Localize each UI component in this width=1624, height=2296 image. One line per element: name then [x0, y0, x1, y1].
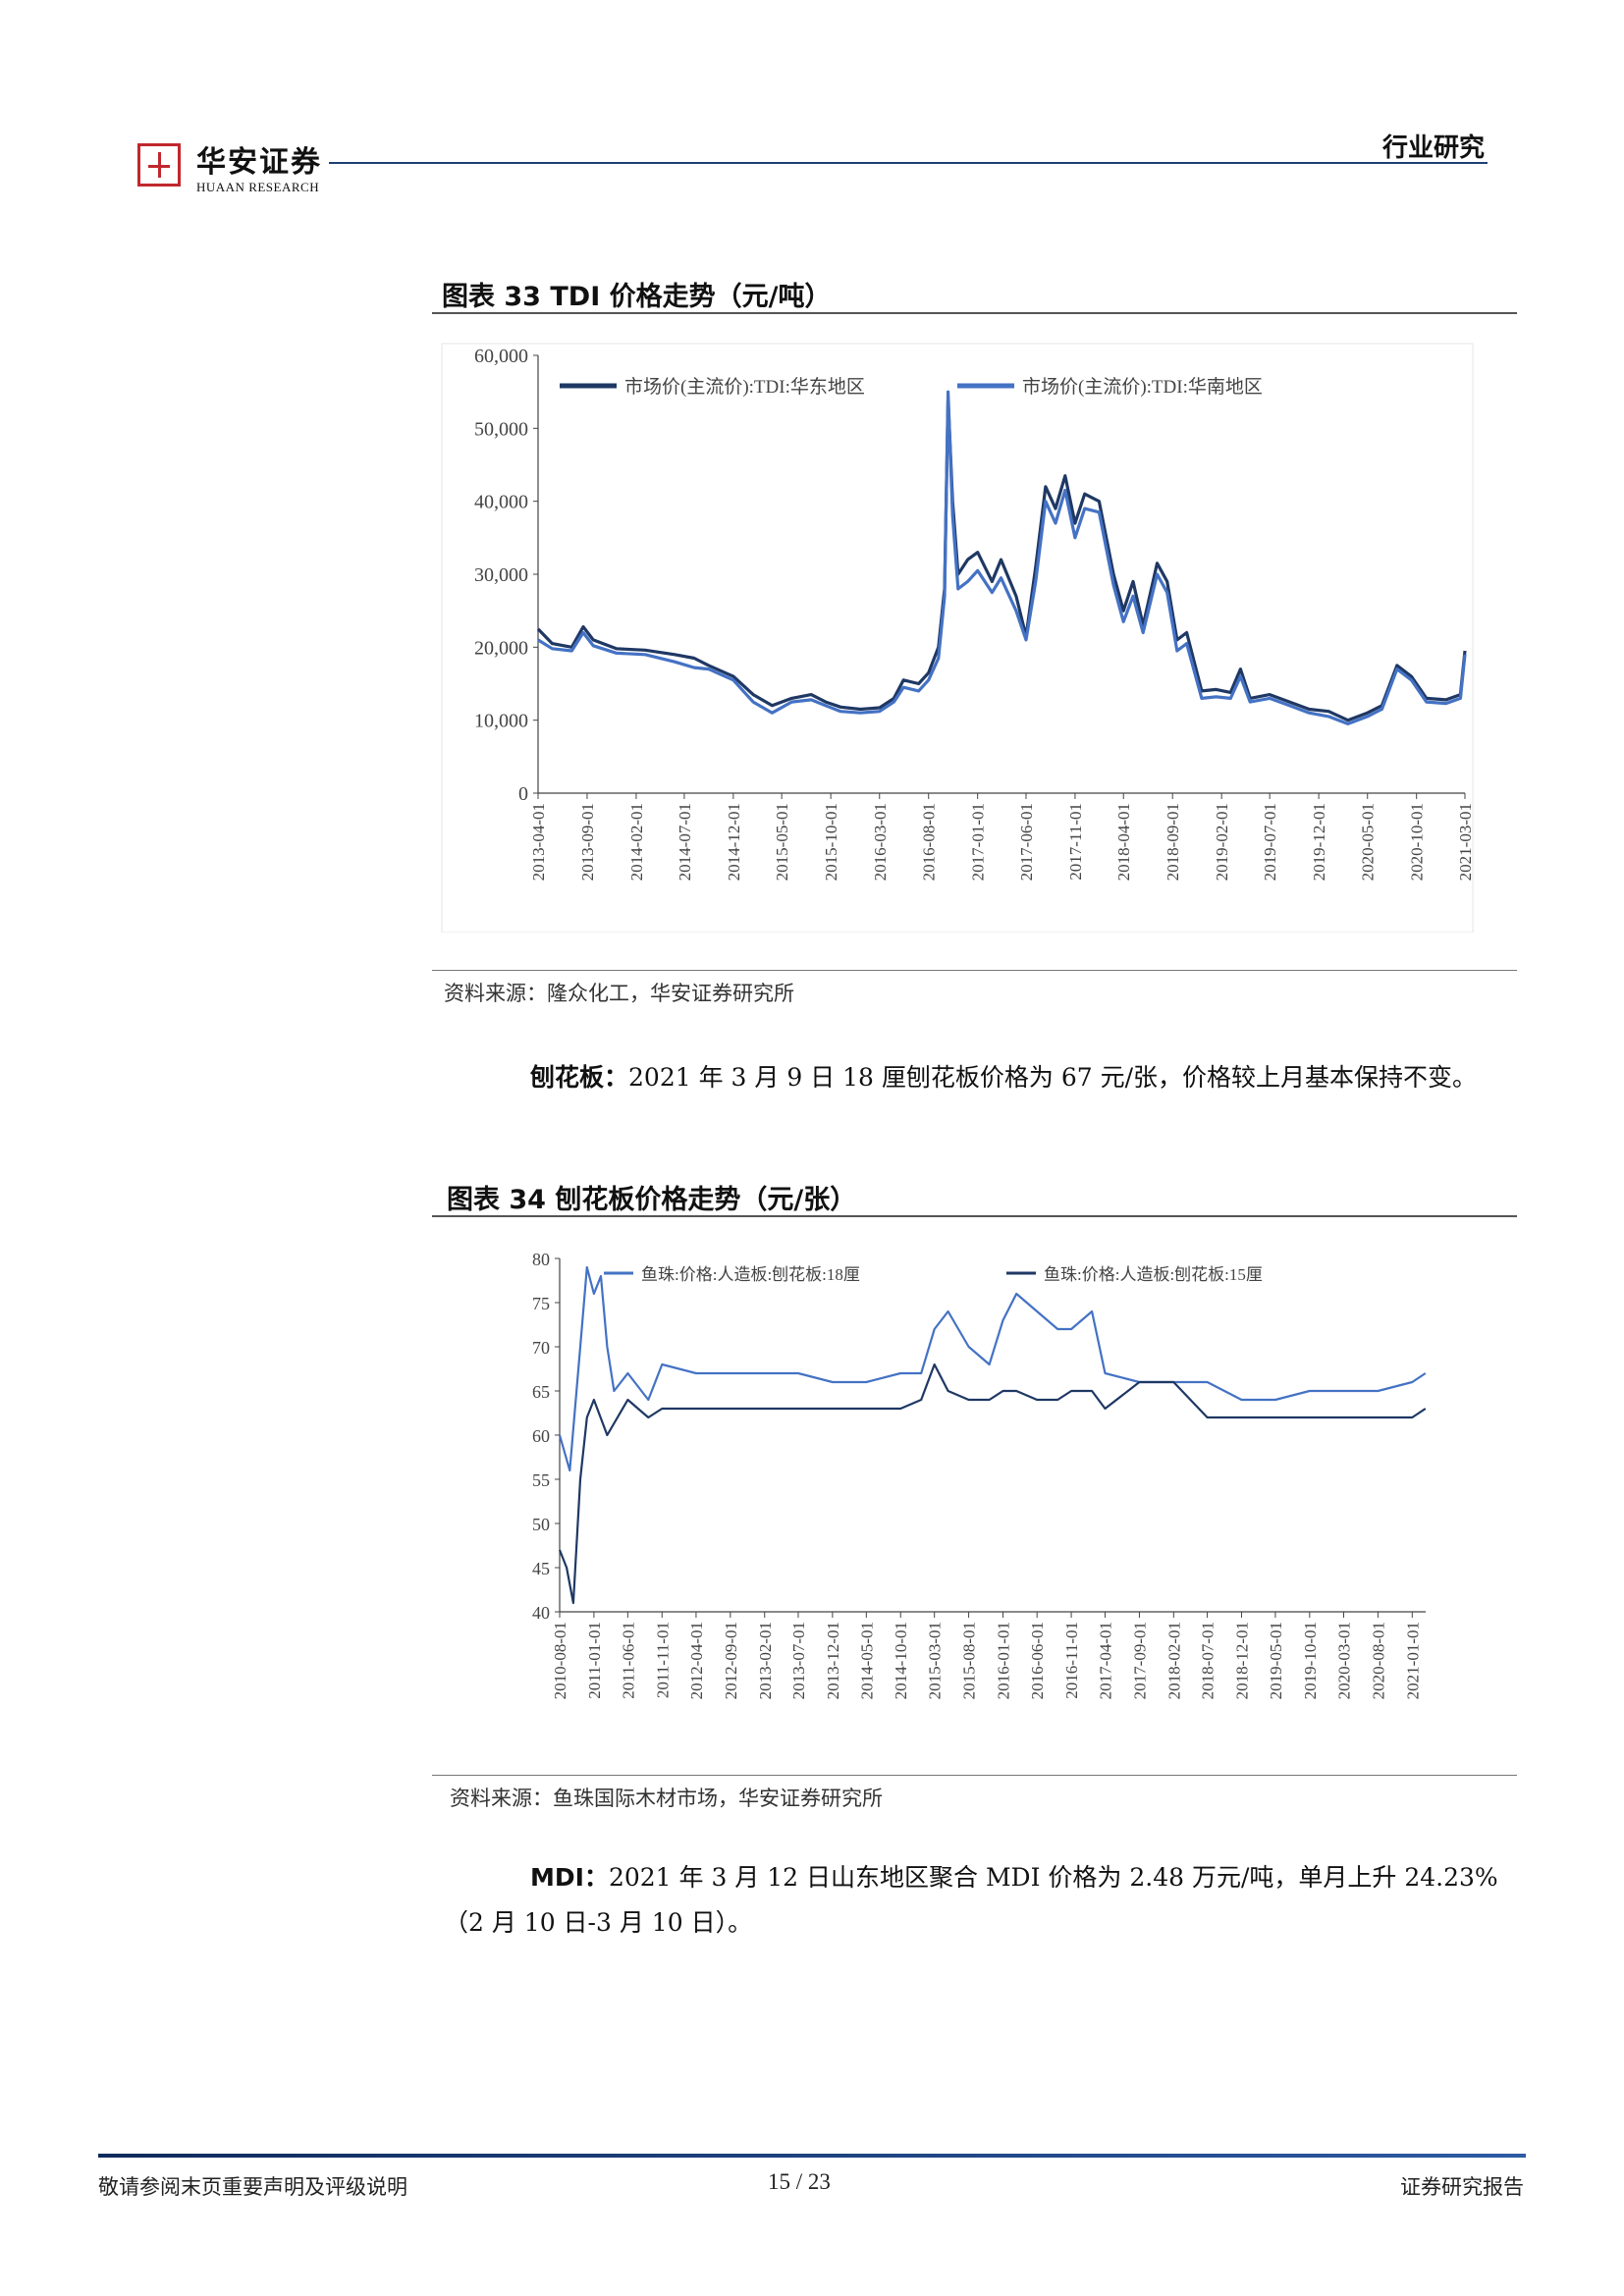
- x-tick-label: 2015-05-01: [773, 803, 791, 881]
- x-tick-label: 2017-09-01: [1130, 1622, 1149, 1699]
- x-tick-label: 2017-04-01: [1097, 1622, 1115, 1699]
- tdi-price-chart: 60,00050,00040,00030,00020,00010,0000201…: [441, 343, 1475, 933]
- x-tick-label: 2019-12-01: [1310, 803, 1328, 881]
- y-tick-label: 60,000: [474, 346, 528, 367]
- y-tick-label: 50,000: [474, 418, 528, 440]
- y-tick-label: 70: [532, 1338, 550, 1358]
- y-tick-label: 40: [532, 1603, 550, 1623]
- x-tick-label: 2012-09-01: [722, 1622, 740, 1699]
- x-tick-label: 2021-01-01: [1403, 1622, 1422, 1699]
- x-tick-label: 2013-09-01: [578, 803, 597, 881]
- y-tick-label: 80: [532, 1250, 550, 1269]
- x-tick-label: 2014-12-01: [725, 803, 743, 881]
- y-tick-label: 45: [532, 1559, 550, 1578]
- x-tick-label: 2020-08-01: [1369, 1622, 1387, 1699]
- y-tick-label: 40,000: [474, 492, 528, 513]
- x-tick-label: 2014-07-01: [676, 803, 694, 881]
- paragraph-lead: 刨花板：: [530, 1063, 629, 1092]
- y-tick-label: 20,000: [474, 637, 528, 659]
- x-tick-label: 2012-04-01: [687, 1622, 706, 1699]
- x-tick-label: 2018-12-01: [1232, 1622, 1251, 1699]
- x-tick-label: 2019-10-01: [1301, 1622, 1320, 1699]
- y-tick-label: 65: [532, 1382, 550, 1402]
- x-tick-label: 2015-08-01: [960, 1622, 979, 1699]
- x-tick-label: 2017-11-01: [1066, 803, 1085, 881]
- footer-report-type: 证券研究报告: [1400, 2175, 1524, 2199]
- figure34-source: 资料来源：鱼珠国际木材市场，华安证券研究所: [450, 1787, 883, 1810]
- logo-text: 华安证券: [196, 145, 322, 180]
- x-tick-label: 2019-07-01: [1261, 803, 1279, 881]
- x-tick-label: 2013-04-01: [529, 803, 548, 881]
- page-number: 15 / 23: [768, 2169, 831, 2194]
- x-tick-label: 2013-02-01: [756, 1622, 775, 1699]
- figure33-source: 资料来源：隆众化工，华安证券研究所: [444, 982, 794, 1005]
- header-rule: [329, 162, 1488, 164]
- legend-label-1: 鱼珠:价格:人造板:刨花板:18厘: [641, 1265, 860, 1284]
- figure33-title: 图表 33 TDI 价格走势（元/吨）: [442, 282, 832, 312]
- x-tick-label: 2011-06-01: [619, 1622, 637, 1699]
- y-tick-label: 0: [518, 783, 528, 805]
- x-tick-label: 2014-10-01: [892, 1622, 910, 1699]
- y-tick-label: 50: [532, 1515, 550, 1534]
- page-header: 华安证券 HUAAN RESEARCH 行业研究: [0, 0, 1624, 216]
- x-tick-label: 2020-05-01: [1359, 803, 1378, 881]
- footer-rule: [98, 2154, 1526, 2158]
- x-tick-label: 2011-11-01: [653, 1622, 672, 1698]
- x-tick-label: 2015-03-01: [926, 1622, 945, 1699]
- series-line-1: [536, 398, 1467, 722]
- y-tick-label: 10,000: [474, 711, 528, 732]
- x-tick-label: 2016-01-01: [994, 1622, 1012, 1699]
- x-tick-label: 2016-06-01: [1028, 1622, 1047, 1699]
- x-tick-label: 2021-03-01: [1456, 803, 1475, 881]
- x-tick-label: 2018-02-01: [1164, 1622, 1183, 1699]
- paragraph-lead: MDI：: [530, 1863, 609, 1892]
- x-tick-label: 2016-11-01: [1062, 1622, 1081, 1699]
- legend-label-1: 市场价(主流价):TDI:华东地区: [624, 376, 865, 398]
- legend-label-2: 市场价(主流价):TDI:华南地区: [1022, 376, 1263, 398]
- legend-label-2: 鱼珠:价格:人造板:刨花板:15厘: [1044, 1265, 1263, 1284]
- paragraph-mdi: MDI：2021 年 3 月 12 日山东地区聚合 MDI 价格为 2.48 万…: [444, 1855, 1524, 1946]
- y-tick-label: 60: [532, 1426, 550, 1446]
- logo-subtext: HUAAN RESEARCH: [196, 180, 320, 194]
- x-tick-label: 2014-02-01: [627, 803, 646, 881]
- x-tick-label: 2019-02-01: [1213, 803, 1231, 881]
- figure34-title: 图表 34 刨花板价格走势（元/张）: [447, 1185, 857, 1215]
- x-tick-label: 2017-06-01: [1017, 803, 1036, 881]
- x-tick-label: 2013-12-01: [824, 1622, 842, 1699]
- x-tick-label: 2014-05-01: [857, 1622, 876, 1699]
- paragraph-text: 2021 年 3 月 9 日 18 厘刨花板价格为 67 元/张，价格较上月基本…: [628, 1063, 1478, 1092]
- series-line-1: [558, 1265, 1427, 1472]
- figure33-top-rule: [432, 312, 1517, 314]
- x-tick-label: 2015-10-01: [822, 803, 840, 881]
- paragraph-particleboard: 刨花板：2021 年 3 月 9 日 18 厘刨花板价格为 67 元/张，价格较…: [530, 1055, 1522, 1100]
- x-tick-label: 2018-04-01: [1114, 803, 1133, 881]
- x-tick-label: 2011-01-01: [585, 1622, 604, 1699]
- x-tick-label: 2013-07-01: [789, 1622, 808, 1699]
- y-tick-label: 30,000: [474, 564, 528, 586]
- paragraph-line2: （2 月 10 日-3 月 10 日）。: [444, 1908, 753, 1937]
- figure34-top-rule: [432, 1215, 1517, 1217]
- x-tick-label: 2018-09-01: [1164, 803, 1182, 881]
- chart33-frame: [441, 343, 1474, 933]
- x-tick-label: 2016-08-01: [920, 803, 939, 881]
- figure33-bottom-rule: [432, 970, 1517, 971]
- footer-disclaimer: 敬请参阅末页重要声明及评级说明: [98, 2175, 407, 2199]
- x-tick-label: 2019-05-01: [1267, 1622, 1285, 1699]
- series-line-2: [537, 390, 1467, 725]
- x-tick-label: 2018-07-01: [1199, 1622, 1218, 1699]
- y-tick-label: 55: [532, 1470, 550, 1490]
- logo-mark: [137, 143, 181, 187]
- section-tag: 行业研究: [1381, 133, 1485, 163]
- x-tick-label: 2010-08-01: [551, 1622, 569, 1699]
- x-tick-label: 2020-03-01: [1334, 1622, 1353, 1699]
- y-tick-label: 75: [532, 1294, 550, 1313]
- x-tick-label: 2016-03-01: [871, 803, 890, 881]
- figure34-bottom-rule: [432, 1775, 1517, 1776]
- series-line-2: [558, 1362, 1427, 1605]
- paragraph-line1: 2021 年 3 月 12 日山东地区聚合 MDI 价格为 2.48 万元/吨，…: [608, 1863, 1498, 1892]
- x-tick-label: 2020-10-01: [1408, 803, 1427, 881]
- x-tick-label: 2017-01-01: [969, 803, 988, 881]
